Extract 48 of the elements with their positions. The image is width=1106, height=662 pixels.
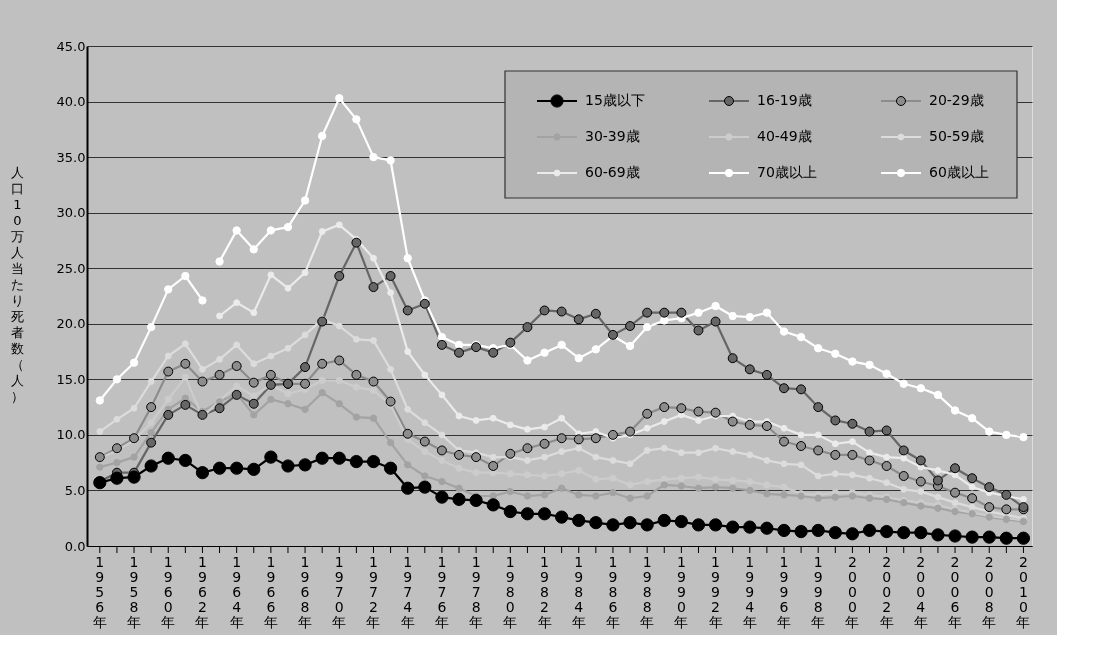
x-tick-label: 1960年	[161, 554, 176, 630]
legend-label: 15歳以下	[585, 92, 645, 108]
x-tick-label: 2006年	[948, 554, 963, 630]
x-tick-label: 2000年	[845, 554, 860, 630]
y-tick-label: 25.0	[56, 260, 86, 276]
x-tick-label: 1966年	[263, 554, 278, 630]
legend-label: 16-19歳	[757, 92, 812, 108]
x-tick-label: 1972年	[366, 554, 381, 630]
x-tick-label: 1974年	[400, 554, 415, 630]
x-tick-label: 1962年	[195, 554, 210, 630]
x-tick-label: 1998年	[811, 554, 826, 630]
x-tick-label: 1984年	[571, 554, 586, 630]
y-tick-label: 45.0	[56, 38, 86, 54]
legend-label: 50-59歳	[929, 128, 984, 144]
x-tick-label: 1968年	[298, 554, 313, 630]
x-tick-label: 1988年	[640, 554, 655, 630]
x-tick-label: 1978年	[469, 554, 484, 630]
y-tick-label: 10.0	[56, 427, 86, 443]
y-tick-label: 5.0	[64, 482, 86, 498]
legend-label: 40-49歳	[757, 128, 812, 144]
x-tick-label: 2010年	[1016, 554, 1031, 630]
x-tick-label: 1986年	[605, 554, 620, 630]
x-tick-label: 1956年	[92, 554, 107, 630]
y-tick-label: 40.0	[56, 94, 86, 110]
x-tick-label: 1958年	[127, 554, 142, 630]
y-tick-label: 30.0	[56, 205, 86, 221]
y-tick-label: 0.0	[64, 538, 86, 554]
legend-label: 70歳以上	[757, 164, 817, 180]
legend-label: 60-69歳	[585, 164, 640, 180]
x-tick-label: 1996年	[776, 554, 791, 630]
x-tick-label: 2002年	[879, 554, 894, 630]
y-tick-label: 20.0	[56, 316, 86, 332]
y-tick-label: 35.0	[56, 149, 86, 165]
x-tick-label: 1994年	[742, 554, 757, 630]
x-tick-label: 2004年	[913, 554, 928, 630]
legend-label: 60歳以上	[929, 164, 989, 180]
x-tick-label: 1980年	[503, 554, 518, 630]
x-tick-label: 1964年	[229, 554, 244, 630]
legend-label: 30-39歳	[585, 128, 640, 144]
x-tick-label: 1990年	[674, 554, 689, 630]
x-tick-label: 1970年	[332, 554, 347, 630]
legend-label: 20-29歳	[929, 92, 984, 108]
x-tick-label: 1992年	[708, 554, 723, 630]
x-tick-label: 1976年	[434, 554, 449, 630]
text: 人口10万人当たり死者数（人）	[11, 164, 24, 404]
y-tick-label: 15.0	[56, 371, 86, 387]
x-tick-label: 1982年	[537, 554, 552, 630]
x-tick-label: 2008年	[982, 554, 997, 630]
